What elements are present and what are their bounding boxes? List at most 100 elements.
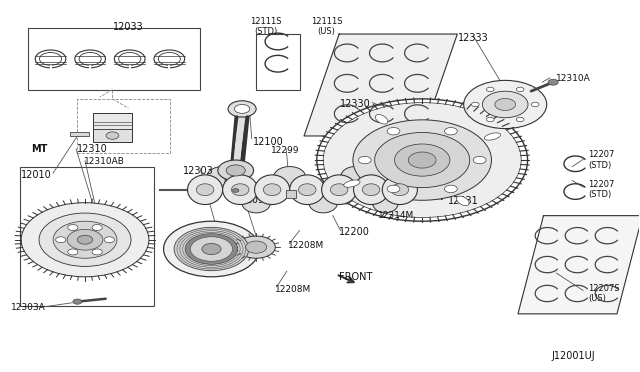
Ellipse shape [274, 167, 305, 187]
Ellipse shape [242, 192, 271, 213]
Circle shape [516, 87, 524, 92]
Ellipse shape [340, 167, 369, 187]
Ellipse shape [232, 184, 249, 196]
Ellipse shape [207, 167, 239, 187]
Bar [256, 34, 300, 90]
Ellipse shape [372, 192, 399, 213]
Ellipse shape [255, 175, 290, 205]
Text: MT: MT [31, 144, 48, 154]
Ellipse shape [456, 196, 469, 206]
Ellipse shape [344, 180, 360, 187]
Circle shape [531, 102, 539, 107]
Circle shape [445, 185, 457, 193]
Ellipse shape [196, 184, 214, 196]
Circle shape [75, 50, 106, 68]
Polygon shape [518, 216, 640, 314]
Text: 12303: 12303 [183, 166, 214, 176]
Circle shape [374, 132, 470, 187]
Circle shape [218, 160, 253, 181]
Circle shape [73, 299, 82, 304]
Ellipse shape [309, 192, 337, 213]
Circle shape [472, 102, 479, 107]
Text: 12207
(STD): 12207 (STD) [588, 150, 614, 170]
Circle shape [118, 52, 141, 65]
Text: 12331: 12331 [448, 196, 479, 206]
Ellipse shape [322, 175, 356, 205]
Circle shape [202, 243, 221, 254]
Circle shape [486, 87, 494, 92]
Text: 12299: 12299 [271, 146, 299, 155]
Circle shape [192, 238, 230, 260]
Bar [286, 190, 296, 198]
Text: 12208M: 12208M [275, 285, 312, 294]
Circle shape [234, 105, 250, 113]
Text: 12109: 12109 [236, 196, 264, 205]
Text: 12200: 12200 [339, 227, 370, 237]
Circle shape [104, 237, 115, 243]
Text: 12111S
(STD): 12111S (STD) [250, 17, 282, 36]
Text: J12001UJ: J12001UJ [551, 352, 595, 362]
Circle shape [548, 79, 558, 85]
Text: 12010: 12010 [21, 170, 52, 180]
Circle shape [53, 221, 117, 258]
Circle shape [387, 185, 400, 193]
Circle shape [317, 99, 527, 221]
Ellipse shape [223, 175, 258, 205]
Text: 12314M: 12314M [378, 211, 413, 220]
Circle shape [190, 237, 232, 261]
Circle shape [323, 103, 521, 218]
Circle shape [68, 249, 78, 255]
Circle shape [483, 91, 528, 118]
Circle shape [68, 225, 78, 231]
Circle shape [232, 189, 239, 192]
Circle shape [164, 221, 259, 277]
Circle shape [226, 165, 245, 176]
Text: FRONT: FRONT [339, 272, 372, 282]
Circle shape [246, 241, 267, 253]
Circle shape [92, 225, 102, 231]
Circle shape [353, 120, 492, 200]
Circle shape [92, 249, 102, 255]
Text: 12310: 12310 [77, 144, 108, 154]
Circle shape [464, 80, 547, 129]
Ellipse shape [330, 184, 348, 196]
Ellipse shape [263, 184, 281, 196]
Ellipse shape [362, 184, 380, 196]
Circle shape [358, 156, 371, 164]
Ellipse shape [382, 175, 417, 205]
Ellipse shape [188, 175, 223, 205]
Text: 12208M: 12208M [288, 241, 324, 250]
Circle shape [228, 101, 256, 117]
Circle shape [35, 50, 66, 68]
Ellipse shape [375, 115, 388, 124]
Circle shape [106, 132, 119, 139]
Text: 12310AB: 12310AB [84, 157, 125, 166]
Circle shape [56, 237, 66, 243]
Circle shape [394, 144, 450, 176]
Circle shape [158, 52, 180, 65]
Circle shape [516, 117, 524, 122]
Circle shape [445, 128, 457, 135]
Circle shape [67, 230, 103, 250]
Text: 12330: 12330 [340, 99, 371, 109]
Text: 12310E: 12310E [394, 174, 428, 183]
Circle shape [495, 99, 516, 110]
Polygon shape [304, 34, 458, 136]
Ellipse shape [290, 175, 325, 205]
Text: 13021: 13021 [221, 177, 252, 187]
Circle shape [79, 52, 101, 65]
Circle shape [40, 52, 61, 65]
Circle shape [408, 152, 436, 168]
Circle shape [486, 117, 494, 122]
Ellipse shape [298, 184, 316, 196]
Circle shape [39, 213, 131, 266]
Ellipse shape [484, 133, 500, 140]
Circle shape [185, 234, 238, 264]
Ellipse shape [391, 184, 408, 196]
Text: 12111S
(US): 12111S (US) [310, 17, 342, 36]
Text: 12207S
(US): 12207S (US) [588, 284, 620, 303]
Ellipse shape [353, 175, 388, 205]
Bar [28, 29, 200, 90]
Text: 12303A: 12303A [11, 303, 45, 312]
Circle shape [77, 235, 93, 244]
